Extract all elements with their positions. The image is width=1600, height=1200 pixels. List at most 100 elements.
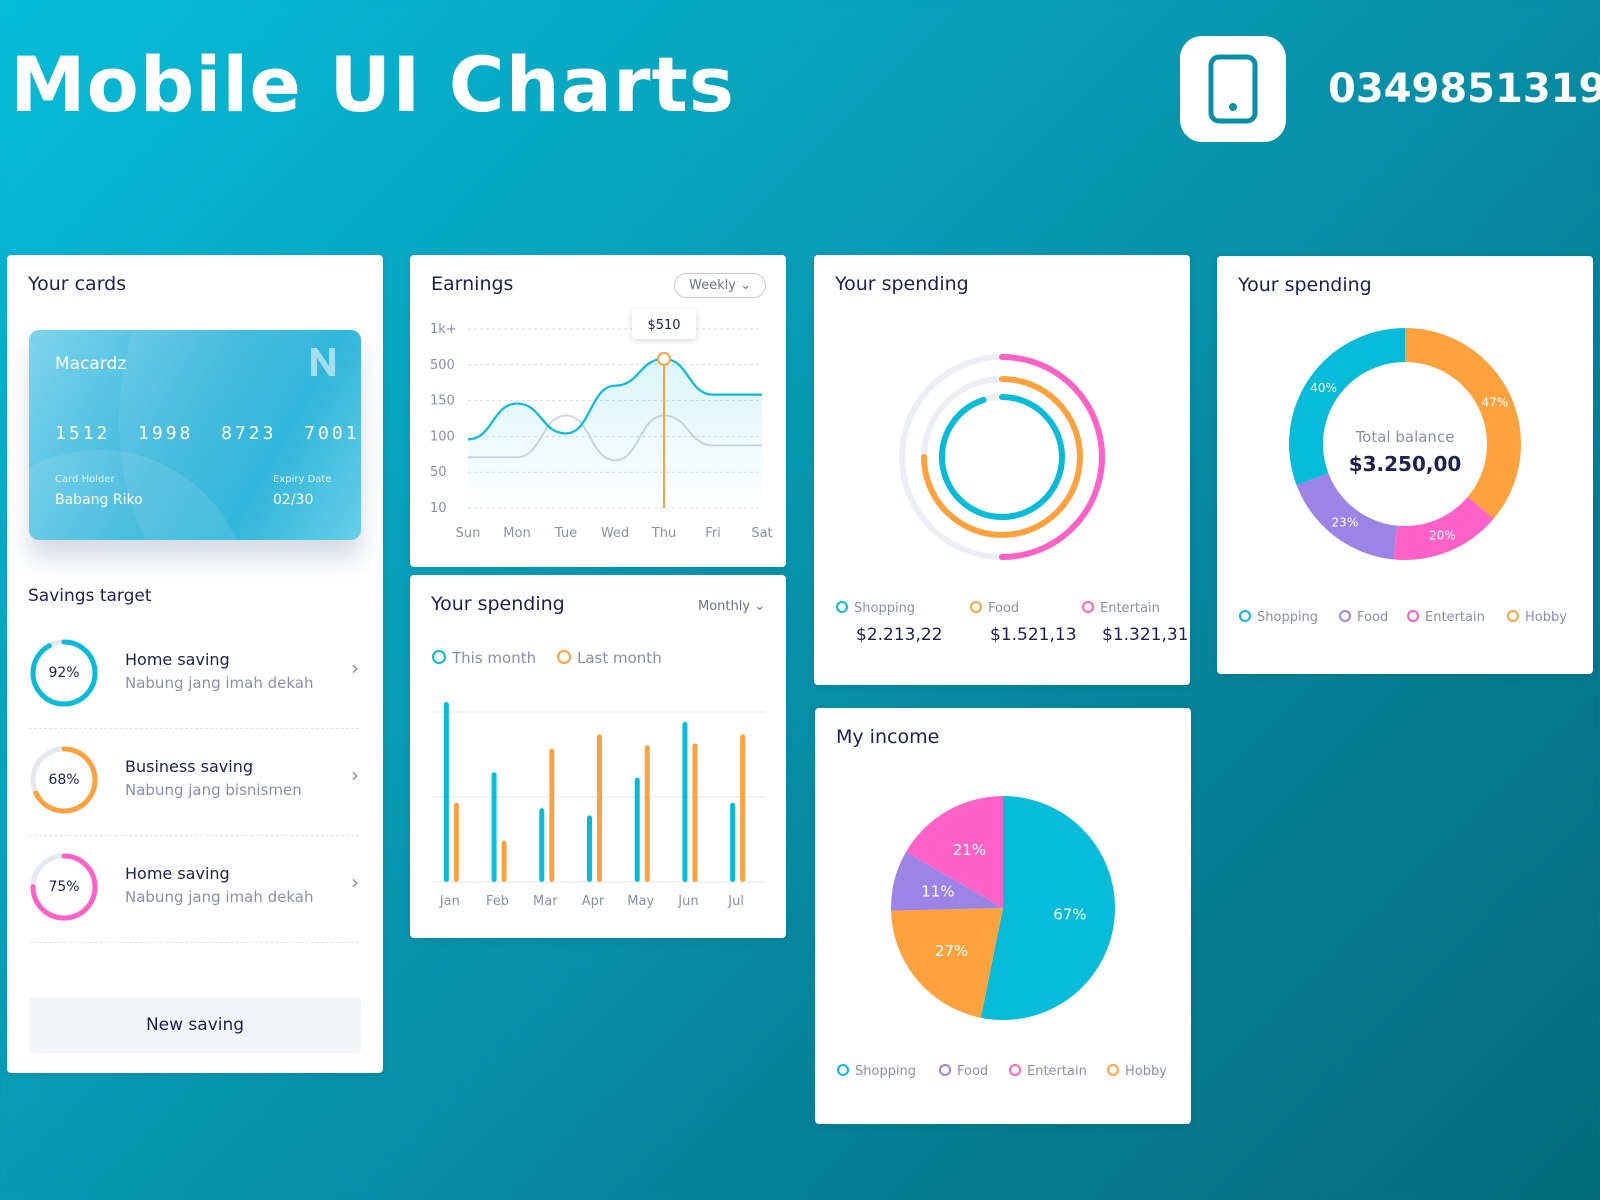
income-slice-shopping [980, 796, 1115, 1020]
x-tick-label: Mon [503, 526, 530, 541]
phone-icon [1208, 54, 1258, 124]
balance-title: Your spending [1238, 274, 1372, 296]
total-balance-label: Total balance [1355, 428, 1455, 446]
legend-food[interactable]: Food [1339, 610, 1388, 625]
income-title: My income [836, 726, 940, 748]
card-number-group: 1998 [138, 423, 194, 444]
chevron-down-icon: ⌄ [754, 599, 766, 614]
bar-last-month [501, 840, 507, 882]
bar-this-month [730, 802, 736, 882]
card-number-group: 7001 [304, 423, 360, 444]
donut-slice-food [1296, 473, 1398, 560]
saving-progress-ring [30, 853, 98, 921]
ring-shopping [939, 394, 1065, 520]
income-pie-chart: 67% 27% 11% 21% [891, 796, 1115, 1020]
x-tick-label: Apr [582, 894, 605, 909]
bar-last-month [597, 734, 602, 882]
bar-last-month [549, 748, 555, 882]
earnings-area [468, 358, 762, 508]
saving-row[interactable]: 75% Home saving Nabung jang imah dekah › [29, 836, 359, 943]
donut-slice-label: 20% [1429, 529, 1456, 543]
y-tick-label: 10 [430, 501, 447, 516]
legend-shopping[interactable]: Shopping [836, 601, 915, 616]
cards-panel-title: Your cards [28, 273, 127, 295]
phone-tile [1180, 36, 1286, 142]
bar-this-month [587, 815, 592, 882]
donut-slice-hobby [1405, 328, 1521, 519]
spending-amount: $1.521,13 [990, 625, 1077, 645]
weekly-dropdown[interactable]: Weekly ⌄ [674, 273, 766, 298]
saving-row[interactable]: 68% Business saving Nabung jang bisnismen › [29, 729, 359, 836]
x-tick-label: Jul [727, 894, 744, 909]
chevron-right-icon[interactable]: › [351, 656, 359, 680]
legend-entertain[interactable]: Entertain [1082, 601, 1160, 616]
chevron-right-icon[interactable]: › [351, 763, 359, 787]
x-tick-label: Jan [439, 894, 460, 909]
income-slice-label: 21% [953, 841, 986, 859]
monthly-bar-chart: Jan Feb Mar Apr May Jun Jul [432, 702, 766, 909]
bar-last-month [453, 802, 459, 882]
cards-panel: Your cards Macardz 1512 1998 8723 7001 C… [7, 255, 383, 1073]
x-tick-label: Fri [705, 526, 721, 541]
monthly-spending-card: Your spending Monthly ⌄ This month Last … [410, 575, 786, 938]
legend-hobby[interactable]: Hobby [1507, 610, 1567, 625]
income-slice-label: 11% [921, 882, 954, 900]
income-card: My income 67% 27% 11% 21% Shopping Food Enter… [815, 708, 1191, 1124]
legend-hobby[interactable]: Hobby [1107, 1064, 1167, 1079]
phone-number: 03498513193 [1328, 66, 1600, 112]
x-tick-label: Thu [651, 526, 676, 541]
saving-subtitle: Nabung jang imah dekah [125, 888, 314, 906]
legend-food[interactable]: Food [970, 601, 1019, 616]
bar-this-month [443, 702, 449, 882]
y-tick-label: 500 [430, 358, 455, 373]
donut-slice-label: 47% [1481, 395, 1508, 409]
legend-last-month[interactable]: Last month [557, 649, 662, 667]
earnings-card: Earnings Weekly ⌄ 1k+ 500 150 100 50 10 Sun Mon… [410, 255, 786, 567]
card-expiry-label: Expiry Date [273, 474, 332, 485]
balance-card: Your spending 47% 20% 23% 40% Total balance… [1217, 256, 1593, 674]
spending-rings-card: Your spending Shopping $2.213,22 Food $1.52… [814, 255, 1190, 685]
donut-slice-label: 23% [1332, 516, 1359, 530]
donut-slice-shopping [1289, 328, 1405, 486]
credit-card[interactable]: Macardz 1512 1998 8723 7001 Card Holder … [29, 330, 361, 540]
income-slice-entertain [906, 796, 1003, 908]
monthly-dropdown-label: Monthly [698, 599, 751, 614]
legend-shopping[interactable]: Shopping [837, 1064, 916, 1079]
spending-rings-title: Your spending [835, 273, 969, 295]
income-slice-label: 67% [1053, 906, 1086, 924]
card-expiry: 02/30 [273, 492, 314, 508]
new-saving-button[interactable]: New saving [29, 997, 361, 1053]
legend-this-month[interactable]: This month [432, 649, 536, 667]
total-balance-value: $3.250,00 [1348, 452, 1462, 476]
legend-entertain[interactable]: Entertain [1009, 1064, 1087, 1079]
card-brand: Macardz [55, 354, 127, 374]
saving-subtitle: Nabung jang bisnismen [125, 781, 302, 799]
tooltip-value: $510 [647, 318, 680, 333]
saving-progress-arc [30, 853, 98, 921]
card-holder: Babang Riko [55, 492, 143, 508]
y-tick-label: 50 [430, 465, 447, 480]
x-tick-label: Feb [486, 894, 509, 909]
saving-progress-ring [30, 639, 98, 707]
saving-name: Business saving [125, 757, 253, 776]
spending-amount: $2.213,22 [856, 625, 943, 645]
spending-rings-chart [899, 354, 1105, 560]
legend-food[interactable]: Food [939, 1064, 988, 1079]
earnings-chart: 1k+ 500 150 100 50 10 Sun Mon Tue Wed Thu Fri Sat $51… [430, 308, 773, 541]
donut-slice-label: 40% [1310, 381, 1337, 395]
saving-progress-arc [30, 639, 98, 707]
saving-progress-arc [30, 746, 98, 814]
chevron-right-icon[interactable]: › [351, 870, 359, 894]
saving-percent: 75% [48, 879, 80, 895]
legend-entertain[interactable]: Entertain [1407, 610, 1485, 625]
monthly-spending-title: Your spending [431, 593, 565, 615]
monthly-dropdown[interactable]: Monthly ⌄ [698, 599, 765, 614]
saving-row[interactable]: 92% Home saving Nabung jang imah dekah › [29, 622, 359, 729]
legend-shopping[interactable]: Shopping [1239, 610, 1318, 625]
card-holder-label: Card Holder [55, 474, 115, 485]
page-title: Mobile UI Charts [10, 40, 736, 129]
x-tick-label: Sun [456, 526, 481, 541]
card-number-group: 8723 [221, 423, 277, 444]
x-tick-label: Mar [533, 894, 558, 909]
y-tick-label: 1k+ [430, 322, 457, 337]
